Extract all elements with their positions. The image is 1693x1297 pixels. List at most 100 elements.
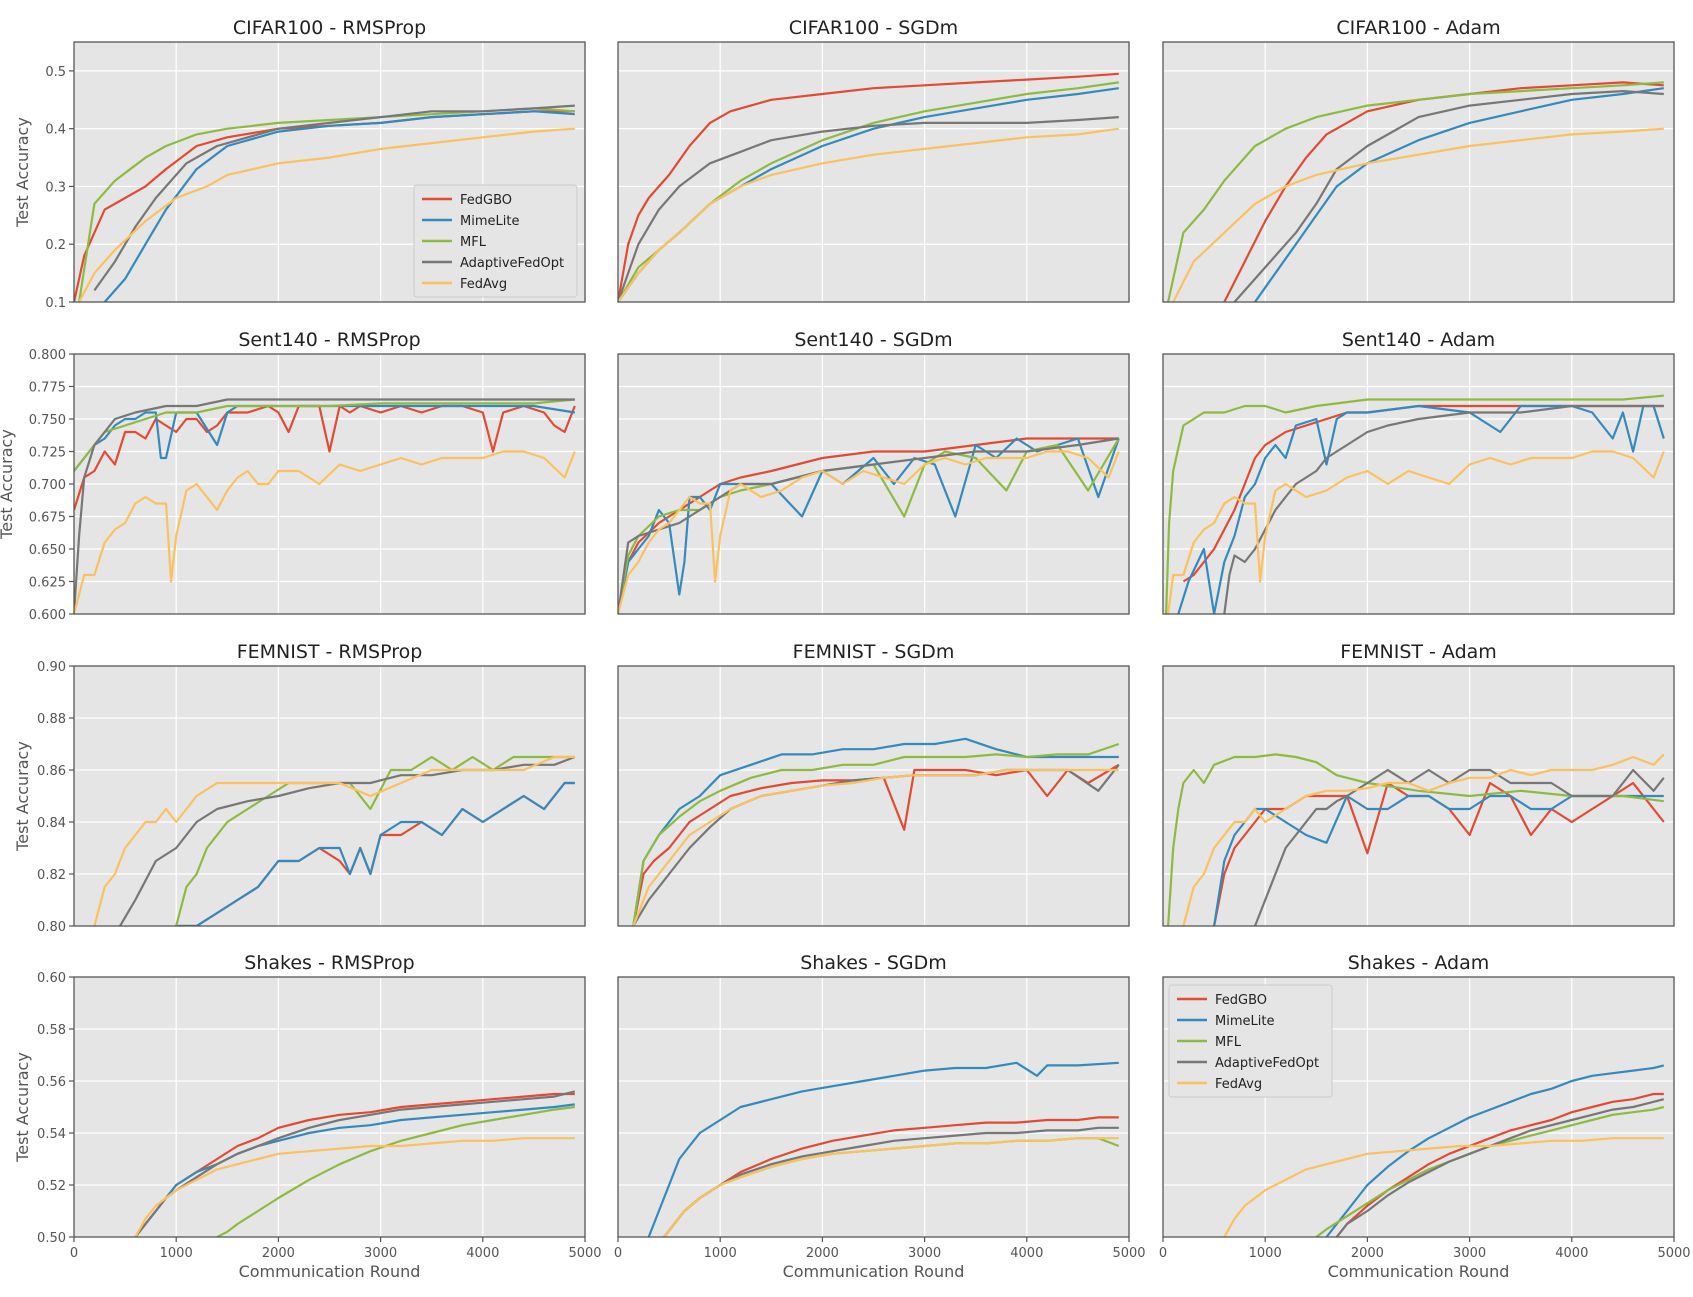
series-line-fedgbo bbox=[618, 72, 1119, 302]
legend-box bbox=[1168, 984, 1333, 1098]
subplot: CIFAR100 - Adam bbox=[1162, 17, 1675, 303]
y-tick-label: 0.650 bbox=[29, 543, 66, 558]
subplot: Sent140 - Adam bbox=[1162, 329, 1675, 615]
x-tick-label: 5000 bbox=[1112, 1246, 1145, 1261]
subplot: FEMNIST - RMSProp 0.80 0.82 0.84 0.86 0.88 0.9… bbox=[13, 641, 586, 935]
x-tick-label: 3000 bbox=[364, 1246, 397, 1261]
legend-label: MFL bbox=[460, 235, 487, 250]
plot-area bbox=[618, 42, 1129, 302]
legend-box bbox=[413, 184, 578, 298]
x-tick-label: 0 bbox=[614, 1246, 622, 1261]
legend-label: MimeLite bbox=[460, 214, 519, 229]
x-tick-label: 5000 bbox=[1657, 1246, 1690, 1261]
series-line-mimelite bbox=[176, 781, 575, 926]
plot-area bbox=[618, 977, 1129, 1237]
legend-label: FedGBO bbox=[460, 193, 512, 208]
x-tick-label: 4000 bbox=[466, 1246, 499, 1261]
series-line-adaptivefedopt bbox=[1233, 89, 1664, 302]
y-tick-label: 0.775 bbox=[29, 381, 66, 396]
subplot-title: Shakes - Adam bbox=[1348, 952, 1489, 974]
legend-label: MimeLite bbox=[1215, 1014, 1274, 1029]
plot-area bbox=[1163, 42, 1674, 302]
legend-label: FedGBO bbox=[1215, 993, 1267, 1008]
y-tick-label: 0.84 bbox=[37, 816, 66, 831]
y-tick-label: 0.4 bbox=[45, 123, 66, 138]
y-tick-label: 0.750 bbox=[29, 413, 66, 428]
plot-frame bbox=[1162, 976, 1675, 1238]
series-line-fedavg bbox=[1223, 1137, 1664, 1237]
y-tick-label: 0.625 bbox=[29, 576, 66, 591]
series-line-mimelite bbox=[1325, 1064, 1665, 1237]
series-line-fedavg bbox=[618, 127, 1119, 302]
legend-label: FedAvg bbox=[1215, 1077, 1262, 1092]
subplot: Sent140 - RMSProp 0.600 0.625 0.650 0.675 0.7… bbox=[0, 329, 586, 623]
series-line-fedavg bbox=[632, 768, 1119, 926]
x-axis-label: Communication Round bbox=[239, 1262, 421, 1281]
series-line-adaptivefedopt bbox=[1335, 1098, 1665, 1237]
subplot: CIFAR100 - RMSProp 0.1 0.2 0.3 0.4 0.5 Test Ac… bbox=[13, 17, 586, 311]
series-line-fedavg bbox=[1172, 127, 1664, 302]
plot-frame bbox=[73, 976, 586, 1238]
series-line-fedavg bbox=[1167, 450, 1665, 614]
series-line-fedavg bbox=[134, 1137, 575, 1237]
subplot-title: Sent140 - SGDm bbox=[794, 329, 952, 351]
legend: FedGBO MimeLite MFL AdaptiveFedOpt FedAvg bbox=[1168, 984, 1333, 1098]
series-line-fedavg bbox=[618, 450, 1120, 614]
plot-frame bbox=[73, 41, 586, 303]
y-tick-label: 0.50 bbox=[37, 1231, 66, 1246]
series-line-fedavg bbox=[74, 450, 576, 614]
y-tick-label: 0.675 bbox=[29, 511, 66, 526]
y-axis-label: Test Accuracy bbox=[13, 741, 32, 852]
subplot: FEMNIST - Adam bbox=[1162, 641, 1675, 927]
series-line-mfl bbox=[1167, 81, 1664, 302]
series-line-fedgbo bbox=[1223, 81, 1664, 302]
subplot: Shakes - SGDm 0 1000 2000 3000 4000 5000 Commun… bbox=[614, 952, 1146, 1281]
series-line-mimelite bbox=[1254, 87, 1664, 302]
subplot-title: CIFAR100 - Adam bbox=[1336, 17, 1500, 39]
legend-label: MFL bbox=[1215, 1035, 1242, 1050]
series-line-mfl bbox=[1165, 394, 1664, 614]
series-line-mfl bbox=[216, 1105, 575, 1237]
series-line-adaptivefedopt bbox=[618, 437, 1119, 614]
y-axis-label: Test Accuracy bbox=[13, 1052, 32, 1163]
series-line-mfl bbox=[1167, 753, 1664, 926]
legend: FedGBO MimeLite MFL AdaptiveFedOpt FedAvg bbox=[413, 184, 578, 298]
plot-frame bbox=[73, 665, 586, 927]
series-line-adaptivefedopt bbox=[1253, 768, 1665, 926]
legend-label: FedAvg bbox=[460, 277, 507, 292]
x-axis-label: Communication Round bbox=[783, 1262, 965, 1281]
legend-label: AdaptiveFedOpt bbox=[1215, 1056, 1319, 1071]
subplot-title: FEMNIST - Adam bbox=[1340, 641, 1497, 663]
x-tick-label: 2000 bbox=[262, 1246, 295, 1261]
subplot: CIFAR100 - SGDm bbox=[617, 17, 1130, 303]
y-tick-label: 0.700 bbox=[29, 478, 66, 493]
x-tick-label: 4000 bbox=[1010, 1246, 1043, 1261]
x-axis-label: Communication Round bbox=[1328, 1262, 1510, 1281]
series-line-mimelite bbox=[103, 110, 575, 302]
y-tick-label: 0.5 bbox=[45, 65, 66, 80]
plot-frame bbox=[617, 41, 1130, 303]
series-line-adaptivefedopt bbox=[93, 104, 575, 292]
x-tick-label: 0 bbox=[70, 1246, 78, 1261]
y-tick-label: 0.82 bbox=[37, 868, 66, 883]
subplot-title: Sent140 - Adam bbox=[1342, 329, 1495, 351]
plot-frame bbox=[1162, 41, 1675, 303]
y-tick-label: 0.3 bbox=[45, 180, 66, 195]
series-line-fedavg bbox=[93, 755, 575, 926]
subplot-title: FEMNIST - SGDm bbox=[793, 641, 955, 663]
y-tick-label: 0.90 bbox=[37, 660, 66, 675]
y-tick-label: 0.80 bbox=[37, 920, 66, 935]
y-tick-label: 0.56 bbox=[37, 1075, 66, 1090]
y-tick-label: 0.725 bbox=[29, 446, 66, 461]
subplot-title: Shakes - SGDm bbox=[800, 952, 947, 974]
x-tick-label: 1000 bbox=[160, 1246, 193, 1261]
y-axis-label: Test Accuracy bbox=[13, 117, 32, 228]
plot-frame bbox=[617, 976, 1130, 1238]
subplot-title: CIFAR100 - RMSProp bbox=[233, 17, 426, 39]
subplot: Sent140 - SGDm bbox=[617, 329, 1130, 615]
series-line-fedgbo bbox=[74, 404, 576, 511]
y-tick-label: 0.800 bbox=[29, 348, 66, 363]
series-line-mimelite bbox=[618, 437, 1120, 614]
subplot-title: CIFAR100 - SGDm bbox=[789, 17, 958, 39]
